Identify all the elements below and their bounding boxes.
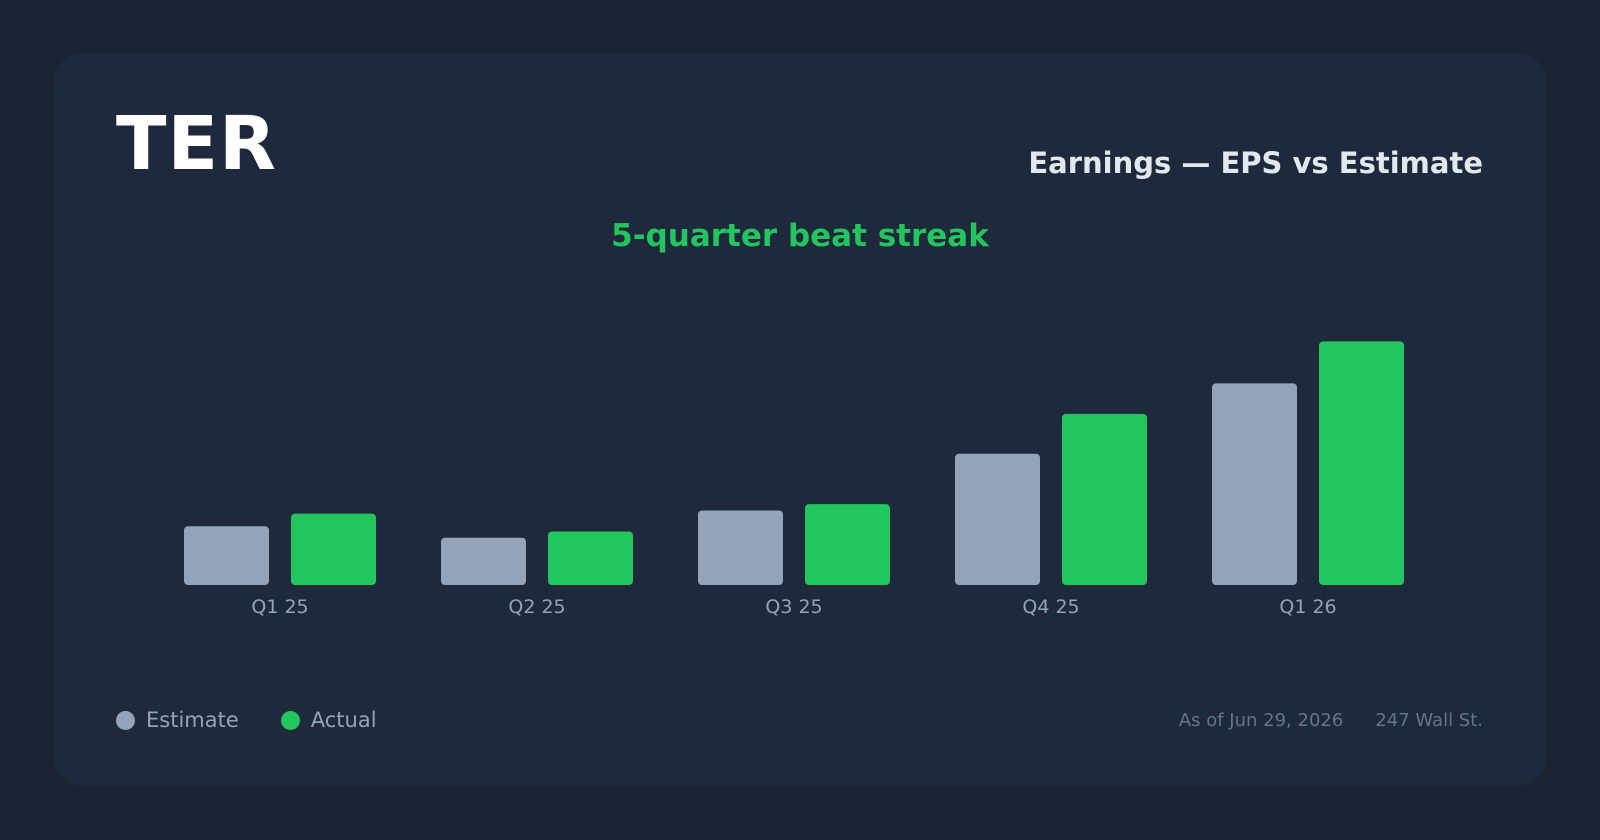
bar-estimate-q2-25 <box>441 537 526 585</box>
legend-label-actual: Actual <box>310 708 377 732</box>
legend-item-estimate: Estimate <box>116 708 239 732</box>
bar-actual-q4-25 <box>1062 413 1147 585</box>
actual-swatch-icon <box>280 710 300 730</box>
bar-estimate-q1-25 <box>184 526 269 585</box>
estimate-swatch-icon <box>116 710 135 730</box>
bar-actual-q2-25 <box>548 531 633 585</box>
legend-label-estimate: Estimate <box>146 708 239 732</box>
bar-actual-q1-25 <box>291 513 376 585</box>
chart-card: TER Earnings — EPS vs Estimate 5-quarter… <box>53 53 1547 786</box>
bar-chart: Q1 25 Q2 25 Q3 25 Q4 25 Q1 26 <box>184 341 1404 618</box>
ticker-symbol: TER <box>116 101 278 187</box>
as-of-date: As of Jun 29, 2026 <box>1178 710 1344 731</box>
x-tick-label: Q3 25 <box>765 596 822 618</box>
bar-estimate-q3-25 <box>698 510 783 585</box>
bar-actual-q3-25 <box>805 504 890 585</box>
x-tick-label: Q4 25 <box>1022 596 1079 618</box>
chart-title: Earnings — EPS vs Estimate <box>1028 146 1483 180</box>
source-label: 247 Wall St. <box>1375 710 1483 731</box>
x-tick-label: Q1 26 <box>1279 596 1336 618</box>
footer: As of Jun 29, 2026 247 Wall St. <box>1179 710 1483 731</box>
legend-item-actual: Actual <box>280 708 377 732</box>
x-tick-label: Q2 25 <box>508 596 565 618</box>
bar-actual-q1-26 <box>1319 341 1404 585</box>
legend: Estimate Actual <box>116 708 419 732</box>
bar-estimate-q4-25 <box>955 453 1040 585</box>
x-tick-label: Q1 25 <box>251 596 308 618</box>
chart-subtitle: 5-quarter beat streak <box>611 218 989 254</box>
bar-estimate-q1-26 <box>1212 383 1297 585</box>
